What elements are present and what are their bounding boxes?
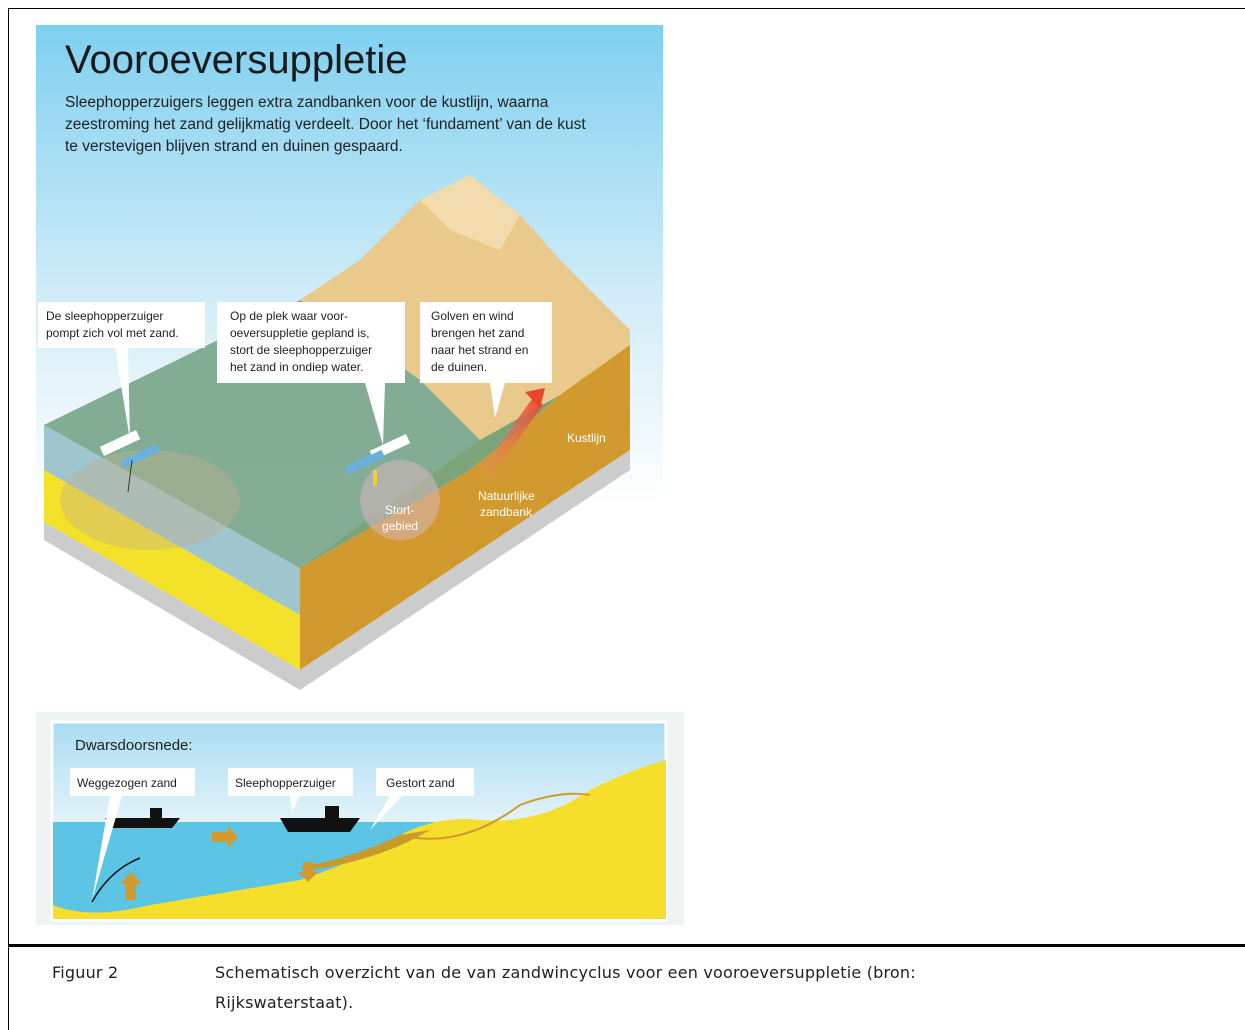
cross-section-title: Dwarsdoorsnede: [75,737,193,754]
suction-pipe [91,857,141,903]
callout-text: de duinen. [431,360,487,374]
ship-silhouette [280,806,360,832]
front-face [44,470,300,670]
arrow-head [525,388,545,408]
callout-text: brengen het zand [431,326,524,340]
callout-pointer [490,383,505,418]
arrow [212,826,238,848]
label-text: Gestort zand [386,776,455,790]
arrow [480,395,543,478]
title: Vooroeversuppletie [65,38,407,82]
callout-text: De sleephopperzuiger [46,309,163,323]
intro-line: zeestroming het zand gelijkmatig verdeel… [65,116,586,133]
callout-box [420,302,552,383]
callout-box [217,302,405,383]
label-text: Weggezogen zand [77,776,177,790]
dump-area [360,460,440,540]
border-top [8,8,1245,9]
callout-pointer [370,796,402,830]
dumped-sand [300,830,430,870]
ship-silhouette [105,808,180,828]
callout-text: stort de sleephopperzuiger [230,343,372,357]
dump-area-label: Stort- [385,503,414,517]
label-text: Sleephopperzuiger [235,776,336,790]
callout-pointer [115,348,130,440]
sea-surface [44,300,560,568]
sandbank-label: Natuurlijke [478,489,535,503]
intro-line: Sleephopperzuigers leggen extra zandbank… [65,94,549,111]
ship [345,434,411,486]
infographic: Vooroeversuppletie Sleephopperzuigers le… [36,25,684,925]
callout-text: Op de plek waar voor- [230,309,348,323]
coastline-label: Kustlijn [567,431,606,445]
arrow [298,862,318,882]
water-front [44,425,300,615]
caption-text: Schematisch overzicht van de van zandwin… [215,963,916,982]
sandbank-label: zandbank [480,505,533,519]
dump-area-label: gebied [382,519,418,533]
callout-text: naar het strand en [431,343,528,357]
caption-rule [8,944,1245,947]
callout-pointer [290,796,300,812]
intro-line: te verstevigen blijven strand en duinen … [65,138,403,155]
flow-line [399,792,591,840]
ship [99,430,160,493]
callout-pointer [92,796,122,900]
callout-text: oeversuppletie gepland is, [230,326,369,340]
dredge-area [60,450,240,550]
caption-text: Rijkswaterstaat). [215,993,354,1012]
callout-text: pompt zich vol met zand. [46,326,179,340]
dune-top [420,175,520,250]
label-box [70,768,195,796]
sand [53,760,666,919]
callout-pointer [365,383,385,445]
label-box [376,768,474,796]
callout-text: het zand in ondiep water. [230,360,363,374]
arrow [120,872,142,900]
border-left [8,8,9,1030]
right-face [300,345,630,670]
callout-box [38,302,205,348]
callout-text: Golven en wind [431,309,514,323]
label-box [228,768,353,796]
caption-number: Figuur 2 [52,963,119,982]
